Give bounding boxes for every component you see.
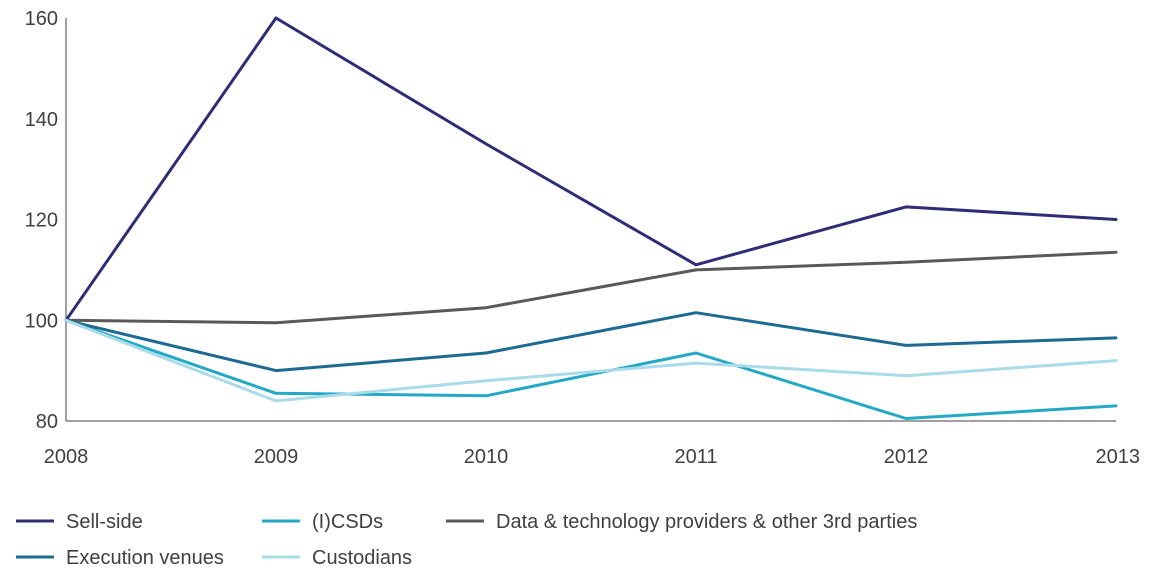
series-line-execution-venues	[64, 311, 1118, 373]
legend-label: Execution venues	[66, 547, 224, 569]
legend-label: Data & technology providers & other 3rd …	[496, 511, 917, 533]
x-tick-label: 2010	[464, 446, 509, 468]
x-tick-label: 2013	[1096, 446, 1141, 468]
series-line-data-technology-providers-other-3rd-parties	[64, 250, 1118, 325]
y-tick-label: 120	[25, 210, 58, 232]
legend-item-sell-side: Sell-side	[16, 511, 143, 533]
y-tick-label: 140	[25, 109, 58, 131]
legend: Sell-side (I)CSDs Data & technology provid…	[16, 511, 917, 569]
legend-label: Custodians	[312, 547, 412, 569]
x-tick-label: 2008	[44, 446, 89, 468]
x-axis: 2008 2009 2010 2011 2012 2013	[44, 420, 1141, 468]
y-tick-label: 100	[25, 310, 58, 332]
series-line-custodians	[64, 318, 1118, 403]
legend-item-execution-venues: Execution venues	[16, 547, 224, 569]
y-axis: 80 100 120 140 160	[25, 8, 67, 433]
x-tick-label: 2012	[884, 446, 929, 468]
y-tick-label: 80	[36, 411, 58, 433]
legend-label: (I)CSDs	[312, 511, 383, 533]
series-layer	[64, 16, 1118, 420]
series-line-i-csds	[64, 318, 1118, 420]
x-tick-label: 2009	[254, 446, 299, 468]
y-tick-label: 160	[25, 8, 58, 30]
legend-item-data-technology-providers-other-3rd-parties: Data & technology providers & other 3rd …	[446, 511, 917, 533]
legend-label: Sell-side	[66, 511, 143, 533]
legend-item-i-csds: (I)CSDs	[262, 511, 383, 533]
x-tick-label: 2011	[674, 446, 717, 468]
series-line-sell-side	[64, 16, 1118, 322]
legend-item-custodians: Custodians	[262, 547, 412, 569]
